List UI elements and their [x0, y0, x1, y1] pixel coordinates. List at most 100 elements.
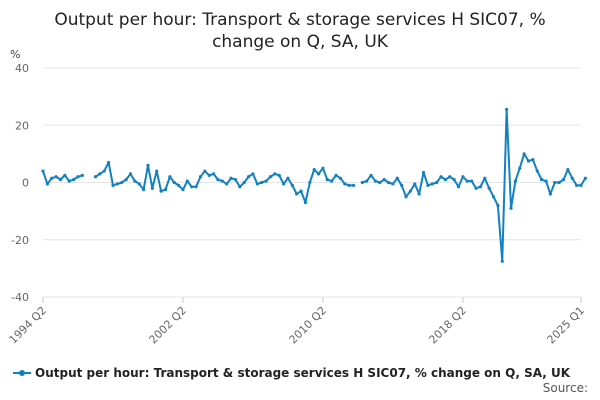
data-point[interactable] [540, 178, 544, 182]
data-point[interactable] [242, 180, 246, 185]
data-point[interactable] [330, 179, 334, 183]
data-point[interactable] [111, 183, 115, 187]
data-point[interactable] [268, 175, 273, 179]
data-point[interactable] [465, 179, 469, 183]
data-point[interactable] [181, 188, 185, 192]
data-point[interactable] [198, 175, 203, 179]
data-point[interactable] [408, 189, 413, 193]
data-point[interactable] [553, 180, 557, 185]
data-point[interactable] [264, 179, 268, 183]
data-point[interactable] [579, 183, 583, 187]
data-point[interactable] [238, 185, 242, 189]
data-point[interactable] [439, 175, 443, 179]
data-point[interactable] [557, 180, 561, 185]
data-point[interactable] [404, 195, 408, 199]
data-point[interactable] [566, 168, 570, 172]
data-point[interactable] [220, 179, 224, 183]
data-point[interactable] [325, 178, 329, 182]
data-point[interactable] [150, 186, 154, 190]
data-point[interactable] [443, 178, 448, 182]
data-point[interactable] [338, 176, 343, 180]
data-point[interactable] [522, 152, 526, 156]
data-point[interactable] [63, 173, 67, 177]
data-point[interactable] [120, 180, 124, 185]
data-point[interactable] [369, 173, 373, 177]
data-point[interactable] [137, 182, 141, 186]
data-point[interactable] [58, 178, 63, 182]
data-point[interactable] [360, 180, 364, 185]
legend-label[interactable]: Output per hour: Transport & storage ser… [35, 366, 571, 380]
data-point[interactable] [413, 182, 417, 186]
data-point[interactable] [561, 178, 566, 182]
data-point[interactable] [54, 175, 58, 179]
data-point[interactable] [185, 179, 189, 183]
data-point[interactable] [526, 159, 531, 163]
data-point[interactable] [128, 172, 133, 176]
data-point[interactable] [203, 169, 207, 173]
data-point[interactable] [347, 183, 351, 187]
data-point[interactable] [299, 189, 303, 193]
data-point[interactable] [321, 166, 325, 170]
data-point[interactable] [80, 173, 84, 177]
data-point[interactable] [102, 169, 106, 173]
data-point[interactable] [251, 172, 255, 176]
data-point[interactable] [316, 172, 321, 176]
data-point[interactable] [277, 173, 281, 177]
data-point[interactable] [461, 175, 465, 179]
data-point[interactable] [351, 183, 356, 187]
data-point[interactable] [575, 183, 579, 187]
data-point[interactable] [518, 166, 522, 170]
data-point[interactable] [194, 185, 198, 189]
data-point[interactable] [216, 178, 220, 182]
data-point[interactable] [155, 169, 159, 173]
data-point[interactable] [421, 170, 426, 175]
data-point[interactable] [98, 172, 102, 176]
data-point[interactable] [312, 168, 316, 172]
data-point[interactable] [531, 158, 535, 162]
data-point[interactable] [246, 175, 251, 179]
data-point[interactable] [535, 169, 539, 173]
data-point[interactable] [229, 176, 233, 180]
data-point[interactable] [435, 180, 439, 185]
data-point[interactable] [76, 175, 80, 179]
data-point[interactable] [72, 178, 76, 182]
data-point[interactable] [365, 179, 369, 183]
data-point[interactable] [483, 176, 487, 180]
data-point[interactable] [107, 160, 111, 165]
data-point[interactable] [500, 259, 504, 263]
data-point[interactable] [124, 178, 128, 182]
data-point[interactable] [176, 183, 181, 187]
data-point[interactable] [448, 175, 452, 179]
data-point[interactable] [41, 169, 45, 173]
data-point[interactable] [295, 192, 299, 196]
data-point[interactable] [286, 176, 290, 180]
data-point[interactable] [570, 176, 574, 180]
data-point[interactable] [373, 179, 378, 183]
data-point[interactable] [290, 183, 294, 187]
data-point[interactable] [491, 195, 496, 199]
data-point[interactable] [190, 185, 194, 189]
data-point[interactable] [273, 172, 277, 176]
data-point[interactable] [233, 178, 238, 182]
data-point[interactable] [45, 182, 49, 186]
data-point[interactable] [281, 182, 286, 186]
data-point[interactable] [509, 206, 513, 210]
data-point[interactable] [456, 185, 461, 189]
data-point[interactable] [303, 200, 308, 205]
data-point[interactable] [430, 182, 434, 186]
data-point[interactable] [400, 183, 404, 187]
legend[interactable]: Output per hour: Transport & storage ser… [13, 366, 571, 380]
data-point[interactable] [146, 163, 150, 167]
data-point[interactable] [544, 179, 548, 183]
data-point[interactable] [470, 179, 474, 183]
data-point[interactable] [168, 175, 172, 179]
data-point[interactable] [93, 175, 98, 179]
data-point[interactable] [548, 192, 552, 196]
data-point[interactable] [142, 188, 146, 192]
data-point[interactable] [505, 107, 509, 112]
data-point[interactable] [225, 182, 229, 186]
data-point[interactable] [426, 183, 430, 187]
data-point[interactable] [487, 186, 491, 190]
data-point[interactable] [378, 180, 382, 185]
data-point[interactable] [583, 176, 587, 180]
